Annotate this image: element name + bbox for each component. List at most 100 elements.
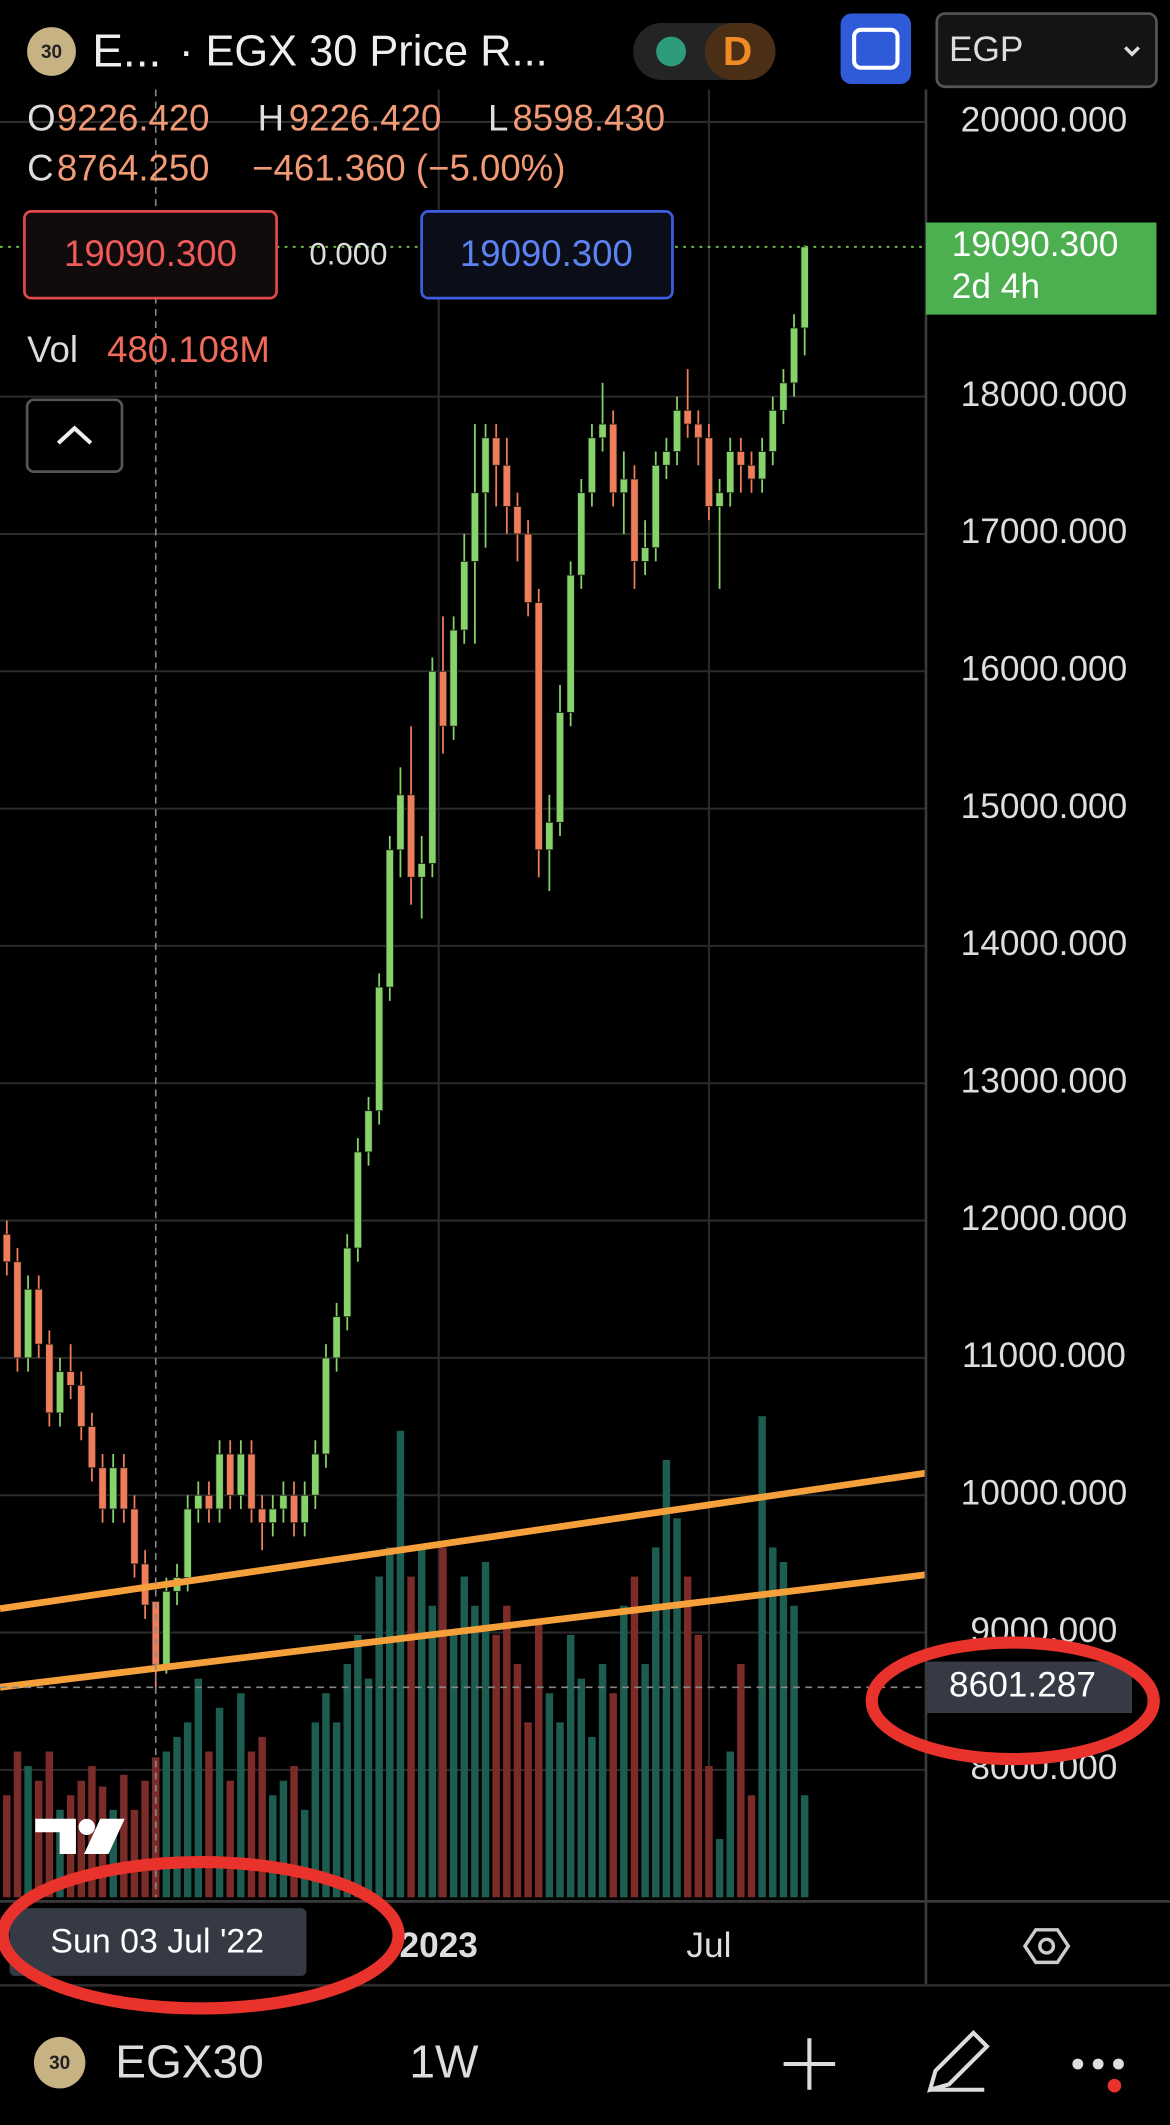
candle-body	[619, 478, 628, 494]
crosshair-price-box	[925, 1661, 1133, 1714]
footer-badge[interactable]	[33, 2036, 86, 2089]
last-price-tag	[925, 222, 1157, 315]
volume-bar	[545, 1693, 554, 1898]
title[interactable]: · EGX 30 Price R...	[179, 28, 548, 76]
volume-bar	[396, 1430, 405, 1898]
candle-body	[523, 533, 533, 604]
add-button[interactable]	[783, 2038, 836, 2090]
volume-bar	[364, 1678, 373, 1898]
volume-bar	[705, 1766, 713, 1898]
sell-button[interactable]	[23, 210, 278, 300]
candle-body	[577, 492, 586, 576]
candle-body	[417, 863, 426, 878]
collapse-icon	[56, 425, 93, 445]
volume-bar	[439, 1547, 447, 1898]
candle-body	[534, 602, 543, 851]
settings-icon	[1038, 1937, 1056, 1955]
currency-select[interactable]	[935, 12, 1158, 89]
last-price: 19090.300	[952, 225, 1119, 264]
draw-button[interactable]	[927, 2029, 990, 2093]
y-tick-label: 11000.000	[962, 1336, 1126, 1375]
crosshair-price: 8601.287	[949, 1666, 1096, 1705]
volume-bar	[237, 1693, 245, 1898]
candle-body	[279, 1494, 288, 1510]
volume-bar	[460, 1576, 468, 1898]
candle-body	[364, 1110, 373, 1153]
candle-body	[694, 423, 703, 439]
fullscreen-button[interactable]	[840, 13, 912, 85]
crosshair-date-box	[9, 1908, 307, 1976]
y-tick-label: 13000.000	[961, 1062, 1128, 1101]
y-tick-label: 15000.000	[961, 787, 1128, 826]
collapse-button[interactable]	[25, 398, 124, 473]
volume-bar	[130, 1809, 139, 1898]
volume-bar	[141, 1780, 149, 1898]
y-tick-label: 14000.000	[961, 924, 1128, 963]
volume-bar	[652, 1547, 660, 1898]
candle-body	[321, 1357, 331, 1455]
o-label: O	[27, 97, 55, 138]
y-tick-label: 20000.000	[961, 100, 1128, 139]
candle-body	[204, 1494, 214, 1510]
settings-button[interactable]	[1022, 1928, 1071, 1965]
volume-bar	[535, 1620, 543, 1898]
volume-bar	[620, 1605, 628, 1898]
y-tick-label: 10000.000	[961, 1474, 1128, 1513]
candle-body	[470, 492, 480, 562]
volume-bar	[162, 1751, 171, 1898]
more-dot[interactable]	[1072, 2058, 1084, 2070]
volume-bar	[417, 1547, 426, 1898]
symbol-badge[interactable]	[27, 27, 76, 76]
volume-bar	[641, 1664, 649, 1898]
candle-body	[45, 1343, 54, 1414]
x-tick-label: 2023	[400, 1926, 478, 1965]
volume-bar	[726, 1751, 734, 1898]
volume-bar	[598, 1664, 607, 1898]
volume-bar	[109, 1809, 117, 1898]
buy-button[interactable]	[420, 210, 674, 300]
candle-body	[268, 1508, 277, 1524]
volume-bar	[77, 1780, 86, 1898]
badge-text: 30	[41, 42, 62, 63]
h-value: 9226.420	[289, 97, 442, 138]
volume-bar	[471, 1605, 479, 1898]
interval-badge-bg	[704, 23, 776, 80]
footer-interval[interactable]: 1W	[409, 2036, 479, 2088]
candle-body	[194, 1494, 203, 1510]
volume-bar	[120, 1774, 128, 1898]
candle-body	[289, 1494, 299, 1524]
y-tick-label: 12000.000	[961, 1199, 1128, 1238]
crosshair-date: Sun 03 Jul '22	[50, 1922, 264, 1960]
symbol[interactable]: E...	[92, 24, 161, 76]
volume-bar	[524, 1722, 532, 1898]
volume-bar	[173, 1736, 181, 1898]
volume-bar	[694, 1634, 703, 1898]
candle-body	[672, 409, 682, 452]
volume-bar	[588, 1736, 596, 1898]
candle-body	[460, 560, 469, 631]
candle-body	[300, 1494, 309, 1524]
countdown: 2d 4h	[952, 267, 1040, 306]
volume-bar	[513, 1664, 522, 1898]
volume-bar	[800, 1795, 809, 1898]
candle-body	[513, 506, 522, 535]
candle-body	[119, 1467, 128, 1510]
volume-bar	[226, 1780, 234, 1898]
candle-body	[396, 794, 405, 851]
candle-body	[2, 1233, 11, 1263]
candle-body	[226, 1453, 235, 1496]
volume-bar	[407, 1576, 415, 1898]
volume-bar	[183, 1722, 192, 1898]
volume-bar	[332, 1722, 341, 1898]
footer-symbol[interactable]: EGX30	[115, 2036, 264, 2088]
y-tick-label: 16000.000	[961, 650, 1128, 689]
candle-body	[236, 1453, 245, 1496]
volume-bar	[300, 1809, 309, 1898]
volume-bar	[492, 1634, 500, 1898]
volume-bar	[556, 1722, 564, 1898]
change: −461.360 (−5.00%)	[252, 147, 565, 188]
candle-body	[800, 246, 809, 329]
volume-bar	[215, 1707, 224, 1898]
